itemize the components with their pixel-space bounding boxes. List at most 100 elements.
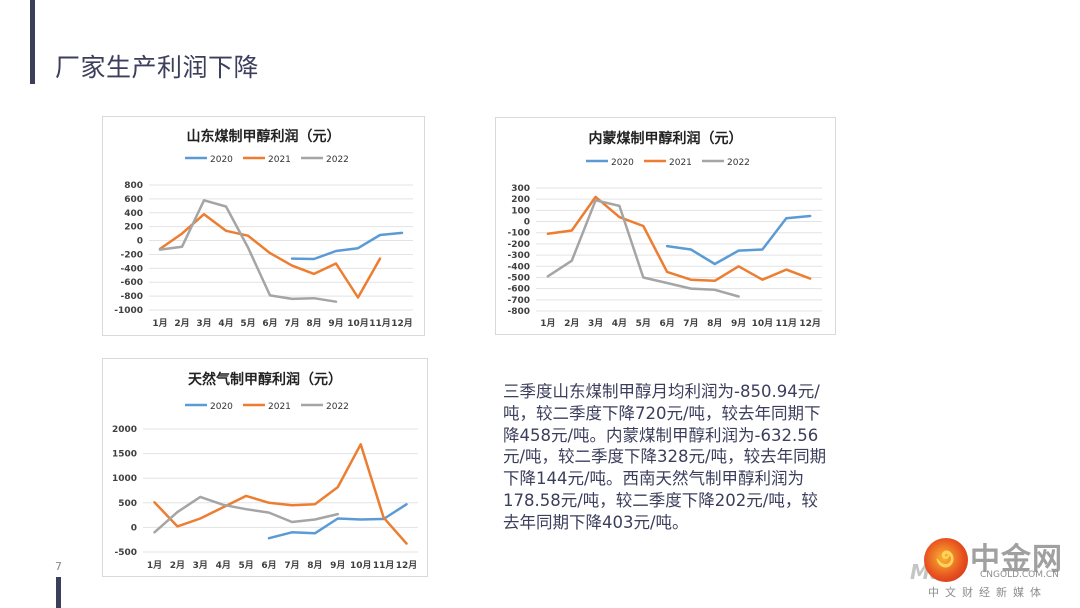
y-tick-label: 1000 [112, 474, 137, 484]
x-tick-label: 1月 [540, 318, 555, 329]
chart-svg: 天然气制甲醇利润（元） 2020 2021 2022 2000 1500 1000 500 0 -… [112, 371, 418, 571]
y-tick-label: -700 [507, 296, 530, 306]
x-tick-label: 9月 [731, 318, 746, 329]
x-tick-label: 10月 [752, 318, 774, 329]
logo-glyph: ૭ [936, 544, 955, 574]
legend-label-2020: 2020 [210, 155, 233, 165]
y-tick-label: 0 [137, 237, 143, 247]
y-tick-label: 200 [511, 195, 530, 205]
chart-title: 天然气制甲醇利润（元） [188, 371, 342, 388]
legend-label-2022: 2022 [727, 158, 750, 168]
x-tick-label: 6月 [261, 560, 276, 571]
x-tick-label: 7月 [284, 560, 299, 571]
x-tick-label: 9月 [328, 318, 343, 329]
x-tick-label: 10月 [350, 560, 372, 571]
legend-label-2022: 2022 [326, 155, 349, 165]
x-tick-label: 8月 [707, 318, 722, 329]
x-tick-label: 3月 [196, 318, 211, 329]
y-tick-label: 1500 [112, 450, 137, 460]
legend-label-2021: 2021 [669, 158, 692, 168]
logo-domain: CNGOLD.COM.CN [980, 570, 1059, 580]
y-tick-label: -200 [120, 250, 143, 260]
logo-swirl-icon [924, 538, 968, 582]
y-tick-label: 400 [124, 209, 143, 219]
x-tick-label: 4月 [216, 560, 231, 571]
x-tick-label: 4月 [218, 318, 233, 329]
x-tick-label: 6月 [659, 318, 674, 329]
legend-label-2021: 2021 [268, 155, 291, 165]
x-tick-label: 11月 [373, 560, 395, 571]
x-tick-label: 1月 [152, 318, 167, 329]
x-tick-label: 5月 [240, 318, 255, 329]
series-line-2021 [153, 443, 408, 545]
y-tick-label: 2000 [112, 425, 137, 435]
legend-label-2022: 2022 [326, 402, 349, 412]
x-tick-label: 5月 [636, 318, 651, 329]
chart-svg: 山东煤制甲醇利润（元） 2020 2021 2022 800 600 400 200 0 -200… [114, 128, 413, 329]
cngold-logo: Mae ૭ 中金网 CNGOLD.COM.CN 中文财经新媒体 [910, 530, 1080, 608]
y-tick-label: -600 [507, 285, 530, 295]
x-tick-label: 6月 [262, 318, 277, 329]
accent-bar-top [30, 0, 35, 84]
y-tick-label: -400 [120, 264, 143, 274]
x-tick-label: 2月 [174, 318, 189, 329]
series-line-2021 [158, 212, 382, 299]
series-line-2020 [290, 231, 404, 261]
series-line-2022 [158, 199, 338, 303]
y-tick-label: -200 [507, 240, 530, 250]
x-tick-label: 7月 [284, 318, 299, 329]
legend-label-2020: 2020 [611, 158, 634, 168]
y-tick-label: 0 [131, 523, 137, 533]
y-tick-label: -800 [507, 307, 530, 317]
y-tick-label: -600 [120, 278, 143, 288]
x-tick-label: 11月 [775, 318, 797, 329]
x-tick-label: 9月 [330, 560, 345, 571]
chart-title: 山东煤制甲醇利润（元） [187, 128, 341, 145]
y-tick-label: -100 [507, 229, 530, 239]
x-tick-label: 12月 [799, 318, 821, 329]
y-tick-label: -400 [507, 262, 530, 272]
series-line-2022 [153, 495, 340, 534]
x-tick-label: 11月 [369, 318, 391, 329]
page-title: 厂家生产利润下降 [55, 53, 260, 82]
chart-natural-gas-methanol-profit: 天然气制甲醇利润（元） 2020 2021 2022 2000 1500 1000 500 0 -… [102, 358, 428, 577]
x-tick-label: 4月 [612, 318, 627, 329]
legend-label-2020: 2020 [210, 402, 233, 412]
accent-bar-bottom [56, 577, 61, 608]
x-tick-label: 10月 [347, 318, 369, 329]
y-tick-label: -800 [120, 292, 143, 302]
y-tick-label: 800 [124, 181, 143, 191]
logo-name: 中金网 [970, 542, 1063, 577]
series-line-2021 [546, 195, 812, 283]
x-tick-label: 7月 [683, 318, 698, 329]
y-tick-label: 100 [511, 206, 530, 216]
logo-tagline: 中文财经新媒体 [928, 586, 1047, 599]
y-tick-label: -1000 [114, 306, 143, 316]
y-tick-label: 200 [124, 223, 143, 233]
y-tick-label: -500 [114, 548, 137, 558]
summary-text: 三季度山东煤制甲醇月均利润为-850.94元/吨，较二季度下降720元/吨，较去… [503, 382, 827, 532]
x-tick-label: 8月 [306, 318, 321, 329]
y-tick-label: 600 [124, 195, 143, 205]
series-line-2020 [665, 214, 812, 266]
x-tick-label: 2月 [564, 318, 579, 329]
x-tick-label: 2月 [170, 560, 185, 571]
y-tick-label: -300 [507, 251, 530, 261]
x-tick-label: 8月 [307, 560, 322, 571]
series-line-2022 [546, 199, 740, 298]
y-tick-label: 0 [524, 218, 530, 228]
y-tick-label: -500 [507, 273, 530, 283]
y-tick-label: 300 [511, 184, 530, 194]
x-tick-label: 5月 [238, 560, 253, 571]
chart-title: 内蒙煤制甲醇利润（元） [589, 130, 743, 147]
x-tick-label: 12月 [391, 318, 413, 329]
legend-label-2021: 2021 [268, 402, 291, 412]
x-tick-label: 3月 [193, 560, 208, 571]
x-tick-label: 12月 [396, 560, 418, 571]
x-tick-label: 1月 [147, 560, 162, 571]
x-tick-label: 3月 [588, 318, 603, 329]
chart-inner-mongolia-coal-methanol-profit: 内蒙煤制甲醇利润（元） 2020 2021 2022 300 200 100 0 -100 -20… [495, 117, 836, 335]
chart-shandong-coal-methanol-profit: 山东煤制甲醇利润（元） 2020 2021 2022 800 600 400 200 0 -200… [102, 116, 425, 336]
page-number: 7 [55, 560, 62, 573]
